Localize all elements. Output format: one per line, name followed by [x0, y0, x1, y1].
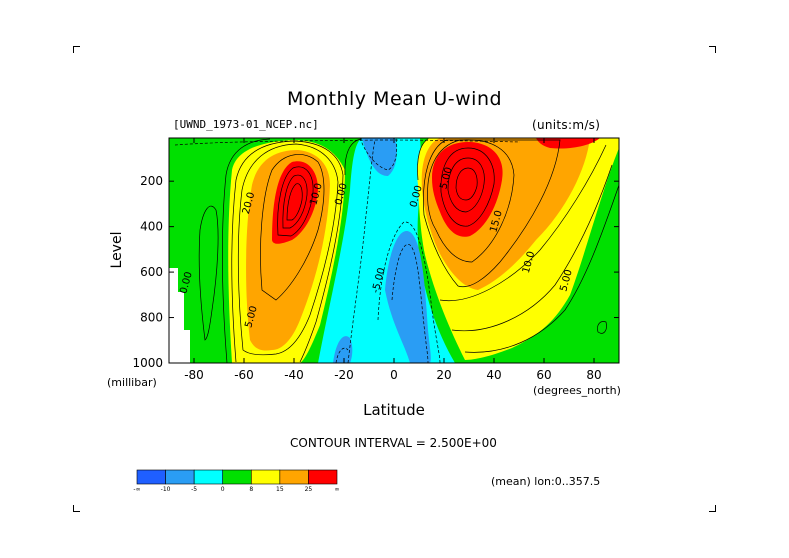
y-axis: 200 400 600 800 1000 — [132, 174, 619, 370]
colorbar-swatch — [308, 469, 338, 485]
y-tick-label: 1000 — [132, 356, 163, 370]
colorbar-label: -10 — [161, 486, 171, 493]
x-tick-label: -40 — [284, 368, 304, 382]
y-tick-label: 200 — [140, 174, 163, 188]
x-tick-label: 20 — [436, 368, 451, 382]
source-file-label: [UWND_1973-01_NCEP.nc] — [173, 118, 319, 131]
band-blue-upper — [362, 138, 397, 176]
colorbar-label: -5 — [191, 486, 197, 493]
y-axis-title: Level — [109, 232, 125, 269]
negative-contour-lines — [174, 138, 521, 363]
band-red-south — [272, 161, 318, 244]
units-label: (units:m/s) — [532, 118, 601, 132]
y-axis-unit-label: (millibar) — [107, 376, 157, 389]
contour-lines — [198, 138, 619, 363]
y-tick-label: 400 — [140, 220, 163, 234]
colorbar-swatch — [193, 469, 224, 485]
colorbar-label: 25 — [305, 486, 313, 493]
colorbar-swatch — [250, 469, 281, 485]
band-blue-tropics — [385, 230, 431, 363]
corner-mark-bottom-left — [73, 505, 80, 512]
chart-title: Monthly Mean U-wind — [286, 88, 503, 110]
colorbar-label: 8 — [249, 486, 253, 493]
colorbar-swatch — [165, 469, 195, 485]
colorbar-label: ∞ — [335, 486, 340, 493]
x-tick-label: 80 — [586, 368, 601, 382]
field-fill — [169, 138, 619, 363]
x-tick-label: -20 — [334, 368, 354, 382]
x-axis-title: Latitude — [363, 401, 425, 419]
mean-longitude-label: (mean) lon:0..357.5 — [491, 475, 601, 488]
y-tick-label: 800 — [140, 311, 163, 325]
colorbar-label: 15 — [276, 486, 284, 493]
x-tick-label: 0 — [390, 368, 398, 382]
contour-interval-label: CONTOUR INTERVAL = 2.500E+00 — [290, 436, 497, 450]
x-tick-label: -60 — [234, 368, 254, 382]
colorbar-swatch — [222, 469, 252, 485]
corner-mark-top-right — [709, 46, 716, 53]
x-axis: -80 -60 -40 -20 0 20 40 60 80 — [184, 138, 602, 382]
band-red-north — [432, 142, 503, 237]
corner-mark-bottom-right — [709, 505, 716, 512]
x-tick-label: 40 — [486, 368, 501, 382]
y-tick-label: 600 — [140, 265, 163, 279]
colorbar-label: 0 — [221, 486, 225, 493]
colorbar-swatch — [279, 469, 309, 485]
colorbar-label: -∞ — [133, 486, 140, 493]
corner-mark-top-left — [73, 46, 80, 53]
band-white-southpole — [169, 268, 190, 363]
x-axis-unit-label: (degrees_north) — [533, 384, 621, 397]
colorbar-swatch — [136, 469, 166, 485]
colorbar: -∞ -10 -5 0 8 15 25 ∞ — [133, 469, 340, 493]
band-red-north-upper — [536, 138, 600, 149]
x-tick-label: 60 — [536, 368, 551, 382]
x-tick-label: -80 — [184, 368, 204, 382]
